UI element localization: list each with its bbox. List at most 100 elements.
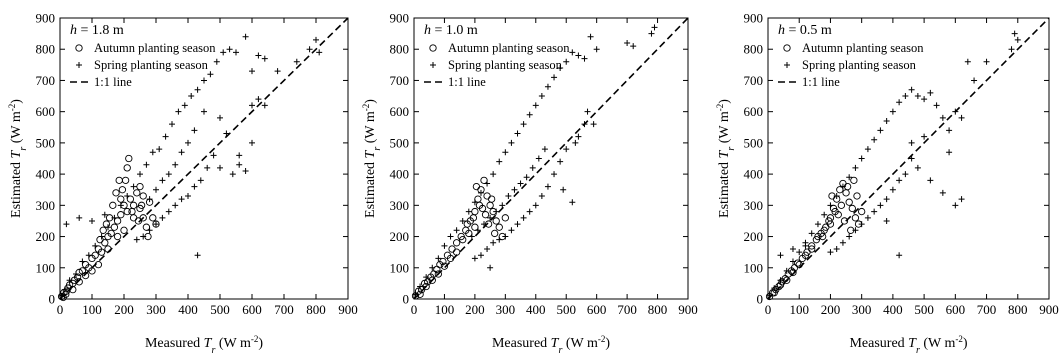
spring-point — [502, 149, 509, 156]
autumn-point — [469, 214, 478, 222]
plot-frame — [413, 17, 689, 300]
spring-point — [864, 214, 871, 221]
spring-point — [846, 233, 853, 240]
x-axis-title-prefix: Measured — [492, 336, 551, 351]
autumn-point — [102, 220, 111, 228]
spring-point — [417, 283, 424, 290]
y-tick-label: 100 — [390, 260, 410, 275]
spring-point — [883, 196, 890, 203]
x-axis-title-unit: (W m — [562, 336, 598, 351]
spring-point — [572, 139, 579, 146]
spring-point — [313, 36, 319, 43]
panel-label: h = 1.0 m — [424, 23, 478, 38]
spring-point — [213, 58, 220, 65]
autumn-point — [853, 192, 861, 200]
spring-point — [921, 96, 928, 103]
spring-point — [575, 52, 582, 59]
spring-point — [85, 252, 92, 259]
spring-point — [508, 227, 515, 234]
autumn-point — [136, 204, 144, 213]
spring-point — [191, 127, 198, 134]
spring-point — [481, 221, 488, 228]
spring-point — [569, 49, 576, 56]
autumn-point — [120, 226, 128, 234]
spring-point — [175, 108, 182, 115]
autumn-point — [152, 220, 160, 228]
spring-point — [496, 158, 503, 165]
x-tick-label: 700 — [617, 302, 637, 317]
spring-point — [261, 55, 268, 62]
spring-point — [226, 46, 233, 53]
autumn-point — [848, 204, 856, 213]
spring-point — [178, 149, 185, 156]
chart-panel-3: 0 100 200 300 400 500 600 700 800 900 0 100 200 300 40… — [715, 11, 1059, 356]
spring-point — [587, 33, 594, 40]
spring-point — [538, 93, 545, 100]
autumn-point — [448, 245, 456, 253]
spring-point — [484, 246, 491, 253]
spring-point — [255, 52, 262, 59]
autumn-point — [836, 186, 844, 194]
spring-point — [946, 127, 953, 134]
spring-point — [217, 164, 223, 171]
spring-point — [447, 233, 454, 240]
x-tick-label: 100 — [435, 302, 455, 317]
x-tick-label: 400 — [526, 302, 546, 317]
spring-point — [468, 233, 475, 240]
x-axis-title: Measured Tr (W m-2) — [492, 334, 610, 356]
spring-point — [92, 242, 99, 249]
y-axis-title-sub: r — [18, 147, 29, 151]
spring-point — [927, 89, 934, 96]
spring-point — [839, 239, 846, 246]
spring-point — [242, 33, 249, 40]
spring-point — [105, 224, 111, 231]
spring-point — [423, 274, 430, 281]
spring-point — [66, 277, 73, 284]
x-tick-label: 300 — [496, 302, 516, 317]
legend-autumn-label: Autumn planting season — [94, 41, 216, 55]
autumn-point — [794, 259, 802, 267]
spring-point — [563, 146, 570, 153]
x-axis-title-close: ) — [258, 336, 263, 351]
spring-point — [833, 246, 840, 253]
spring-point — [274, 68, 281, 75]
spring-point — [124, 192, 131, 199]
x-tick-label: 400 — [178, 302, 198, 317]
spring-point — [535, 155, 542, 162]
autumn-point — [783, 276, 791, 284]
autumn-point — [112, 189, 120, 197]
x-axis-title-unit: (W m — [920, 336, 956, 351]
y-tick-label: 500 — [36, 135, 56, 150]
spring-point — [98, 233, 105, 240]
y-tick-label: 0 — [403, 292, 410, 307]
spring-point — [191, 183, 198, 190]
legend-spring-label: Spring planting season — [802, 58, 917, 72]
spring-point — [581, 121, 588, 128]
spring-point — [502, 233, 509, 240]
spring-point — [526, 111, 533, 118]
y-axis-title-var: T — [363, 149, 378, 158]
x-axis-title-close: ) — [605, 336, 610, 351]
autumn-point — [814, 232, 822, 241]
autumn-point — [808, 245, 816, 253]
panel-label-var: h — [778, 23, 785, 38]
x-tick-label: 300 — [146, 302, 166, 317]
x-axis-title-var: T — [908, 336, 917, 351]
x-tick-label: 800 — [648, 302, 668, 317]
x-tick-label: 0 — [411, 302, 418, 317]
spring-point — [852, 164, 859, 171]
spring-point — [229, 171, 236, 178]
x-tick-label: 900 — [678, 302, 698, 317]
spring-point — [185, 192, 191, 199]
spring-point — [58, 292, 65, 299]
autumn-point — [428, 276, 436, 284]
spring-point — [971, 77, 978, 84]
spring-point — [514, 130, 521, 137]
autumn-point — [789, 268, 797, 277]
spring-point — [538, 192, 545, 199]
autumn-point — [495, 223, 503, 231]
autumn-point — [818, 232, 827, 241]
x-axis-title-sup: -2 — [251, 334, 259, 344]
autumn-point — [837, 201, 846, 209]
y-axis-title-unit: (W m — [9, 111, 24, 147]
